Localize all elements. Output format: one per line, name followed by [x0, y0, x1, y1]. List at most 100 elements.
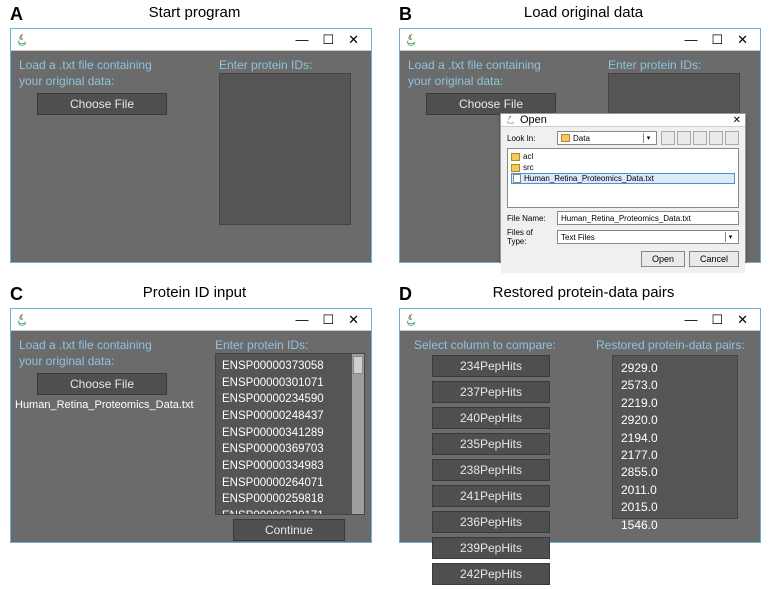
column-button[interactable]: 239PepHits — [432, 537, 550, 559]
pairs-prompt: Restored protein-data pairs: — [596, 337, 745, 353]
titlebar: — ☐ ✕ — [11, 29, 371, 51]
titlebar: — ☐ ✕ — [400, 29, 760, 51]
file-item-label: acl — [523, 152, 533, 161]
panel-b-title: Load original data — [389, 4, 778, 21]
protein-id-row: ENSP00000234590 — [222, 391, 358, 408]
cancel-button[interactable]: Cancel — [689, 251, 739, 267]
choose-file-button[interactable]: Choose File — [37, 93, 167, 115]
files-of-type-combo[interactable]: Text Files ▾ — [557, 230, 739, 244]
column-button[interactable]: 242PepHits — [432, 563, 550, 585]
pair-row: 2219.0 — [621, 395, 729, 412]
panel-b-window: — ☐ ✕ Load a .txt file containing your o… — [399, 28, 761, 263]
load-prompt: Load a .txt file containing your origina… — [19, 57, 152, 89]
column-button[interactable]: 237PepHits — [432, 381, 550, 403]
titlebar: — ☐ ✕ — [11, 309, 371, 331]
column-button[interactable]: 238PepHits — [432, 459, 550, 481]
panel-d-window: — ☐ ✕ Select column to compare: 234PepHi… — [399, 308, 761, 543]
protein-id-row: ENSP00000320171 — [222, 508, 358, 515]
maximize-button[interactable]: ☐ — [711, 32, 723, 48]
file-name-input[interactable]: Human_Retina_Proteomics_Data.txt — [557, 211, 739, 225]
close-button[interactable]: ✕ — [737, 32, 748, 48]
java-icon — [505, 115, 516, 126]
maximize-button[interactable]: ☐ — [322, 32, 334, 48]
scrollbar[interactable] — [352, 354, 364, 514]
file-name-label: File Name: — [507, 214, 553, 223]
column-button[interactable]: 240PepHits — [432, 407, 550, 429]
pair-row: 2011.0 — [621, 482, 729, 499]
select-column-prompt: Select column to compare: — [414, 337, 556, 353]
continue-button[interactable]: Continue — [233, 519, 345, 541]
panel-c-window: — ☐ ✕ Load a .txt file containing your o… — [10, 308, 372, 543]
loaded-file-label: Human_Retina_Proteomics_Data.txt — [15, 399, 194, 411]
chevron-down-icon: ▾ — [643, 133, 653, 143]
load-prompt: Load a .txt file containing your origina… — [408, 57, 541, 89]
panel-c-title: Protein ID input — [0, 284, 389, 301]
file-item[interactable]: src — [511, 162, 735, 173]
file-item[interactable]: Human_Retina_Proteomics_Data.txt — [511, 173, 735, 184]
column-button[interactable]: 234PepHits — [432, 355, 550, 377]
close-button[interactable]: ✕ — [348, 312, 359, 328]
file-item-label: src — [523, 163, 534, 172]
open-dialog-close-button[interactable]: ✕ — [733, 115, 741, 126]
protein-ids-list[interactable]: ENSP00000373058ENSP00000301071ENSP000002… — [215, 353, 365, 515]
java-icon — [404, 33, 418, 47]
panel-d-title: Restored protein-data pairs — [389, 284, 778, 301]
minimize-button[interactable]: — — [684, 32, 697, 47]
chevron-down-icon: ▾ — [725, 232, 735, 242]
pair-row: 1546.0 — [621, 517, 729, 534]
maximize-button[interactable]: ☐ — [711, 312, 723, 328]
open-dialog: Open ✕ Look In: Data ▾ — [500, 113, 746, 261]
maximize-button[interactable]: ☐ — [322, 312, 334, 328]
detail-view-button[interactable] — [725, 131, 739, 145]
open-button[interactable]: Open — [641, 251, 685, 267]
pair-row: 2929.0 — [621, 360, 729, 377]
list-view-button[interactable] — [709, 131, 723, 145]
protein-id-row: ENSP00000341289 — [222, 425, 358, 442]
column-button[interactable]: 241PepHits — [432, 485, 550, 507]
minimize-button[interactable]: — — [684, 312, 697, 327]
file-name-value: Human_Retina_Proteomics_Data.txt — [561, 214, 691, 223]
protein-id-row: ENSP00000334983 — [222, 458, 358, 475]
column-button[interactable]: 235PepHits — [432, 433, 550, 455]
pairs-list[interactable]: 2929.02573.02219.02920.02194.02177.02855… — [612, 355, 738, 519]
minimize-button[interactable]: — — [295, 312, 308, 327]
pair-row: 2855.0 — [621, 464, 729, 481]
protein-id-row: ENSP00000248437 — [222, 408, 358, 425]
minimize-button[interactable]: — — [295, 32, 308, 47]
protein-id-row: ENSP00000373058 — [222, 358, 358, 375]
look-in-label: Look In: — [507, 134, 553, 143]
look-in-combo[interactable]: Data ▾ — [557, 131, 657, 145]
close-button[interactable]: ✕ — [348, 32, 359, 48]
pair-row: 2177.0 — [621, 447, 729, 464]
panel-a-title: Start program — [0, 4, 389, 21]
up-folder-button[interactable] — [661, 131, 675, 145]
protein-id-row: ENSP00000369703 — [222, 441, 358, 458]
java-icon — [404, 313, 418, 327]
home-button[interactable] — [677, 131, 691, 145]
new-folder-button[interactable] — [693, 131, 707, 145]
load-prompt: Load a .txt file containing your origina… — [19, 337, 152, 369]
protein-ids-box[interactable] — [219, 73, 351, 225]
protein-id-row: ENSP00000264071 — [222, 475, 358, 492]
files-of-type-label: Files of Type: — [507, 228, 553, 246]
folder-icon — [561, 134, 570, 142]
choose-file-button[interactable]: Choose File — [37, 373, 167, 395]
close-button[interactable]: ✕ — [737, 312, 748, 328]
ids-prompt: Enter protein IDs: — [215, 337, 308, 353]
titlebar: — ☐ ✕ — [400, 309, 760, 331]
java-icon — [15, 313, 29, 327]
file-item-label: Human_Retina_Proteomics_Data.txt — [524, 174, 654, 183]
pair-row: 2573.0 — [621, 377, 729, 394]
file-icon — [513, 174, 521, 183]
file-list[interactable]: acl src Human_Retina_Proteomics_Data.txt — [507, 148, 739, 208]
pair-row: 2194.0 — [621, 430, 729, 447]
file-item[interactable]: acl — [511, 151, 735, 162]
column-button[interactable]: 236PepHits — [432, 511, 550, 533]
folder-icon — [511, 153, 520, 161]
panel-a-window: — ☐ ✕ Load a .txt file containing your o… — [10, 28, 372, 263]
java-icon — [15, 33, 29, 47]
protein-id-row: ENSP00000301071 — [222, 375, 358, 392]
open-dialog-title: Open — [520, 114, 547, 126]
choose-file-button[interactable]: Choose File — [426, 93, 556, 115]
files-of-type-value: Text Files — [561, 233, 595, 242]
